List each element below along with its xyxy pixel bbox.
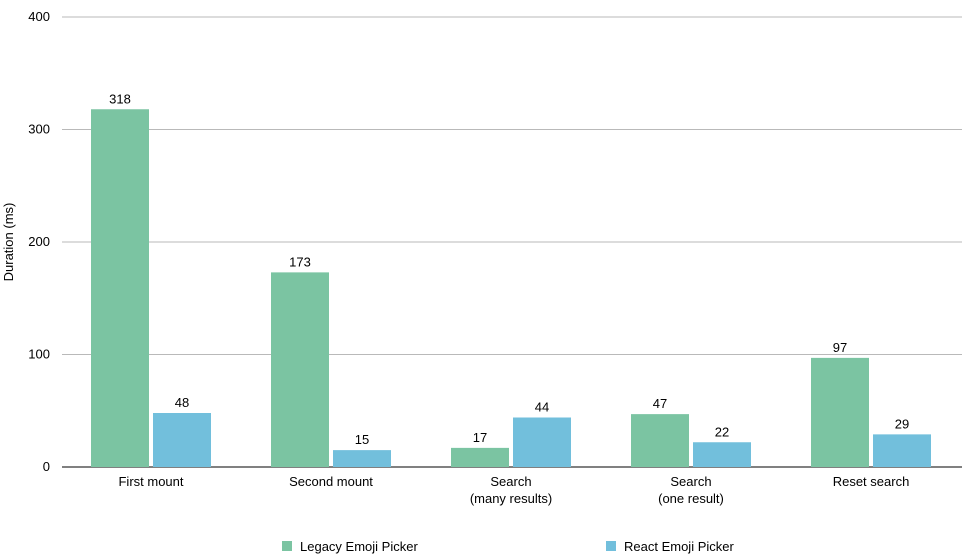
data-label: 173 [289,254,311,269]
bar [693,442,751,467]
data-label: 47 [653,396,667,411]
legend-label: Legacy Emoji Picker [300,539,418,554]
category-label: Second mount [289,474,373,489]
bar [451,447,509,467]
data-label: 17 [473,430,487,445]
bar [91,109,149,467]
legend-swatch [606,541,616,551]
bars [91,109,931,467]
category-label: First mount [118,474,183,489]
y-tick-label: 400 [28,9,50,24]
bar [873,434,931,467]
legend: Legacy Emoji Picker React Emoji Picker [282,539,734,554]
y-tick-label: 100 [28,347,50,362]
bar [333,450,391,467]
category-label: (one result) [658,491,724,506]
category-labels: First mount Second mount Search (many resul… [118,474,909,506]
category-label: Search [490,474,531,489]
y-tick-label: 300 [28,122,50,137]
data-labels: 318 48 173 15 17 44 47 22 97 29 [109,91,909,447]
data-label: 22 [715,424,729,439]
bar [271,272,329,467]
data-label: 15 [355,432,369,447]
data-label: 318 [109,91,131,106]
legend-label: React Emoji Picker [624,539,734,554]
y-tick-label: 0 [43,459,50,474]
y-axis-label: Duration (ms) [1,203,16,282]
bar [513,417,571,467]
data-label: 48 [175,395,189,410]
y-axis-ticks: 0 100 200 300 400 [28,9,50,474]
bar [811,357,869,467]
category-label: Reset search [833,474,910,489]
category-label: Search [670,474,711,489]
bar [631,414,689,467]
data-label: 29 [895,416,909,431]
legend-swatch [282,541,292,551]
category-label: (many results) [470,491,552,506]
data-label: 97 [833,340,847,355]
data-label: 44 [535,400,549,415]
bar [153,413,211,467]
y-tick-label: 200 [28,234,50,249]
